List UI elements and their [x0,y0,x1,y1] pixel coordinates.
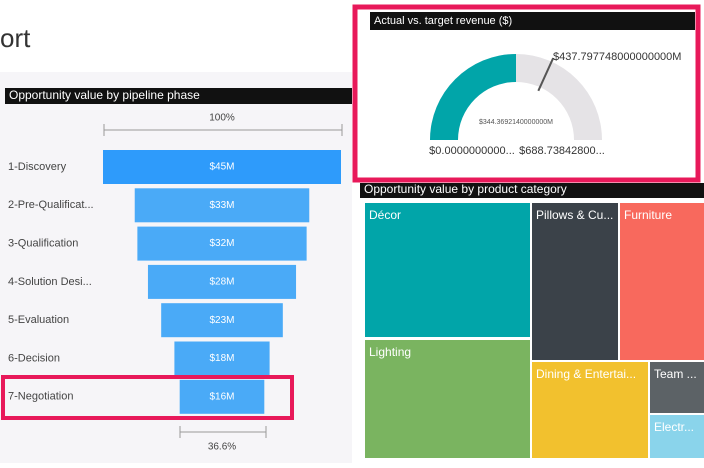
tile-label: Décor [369,208,401,222]
funnel-bar [161,303,283,338]
gauge: $344.3692140000000M $437.797748000000000M… [429,51,681,157]
gauge-panel [352,4,701,183]
gauge-target [537,57,555,92]
gauge-target-label: $437.797748000000000M [553,51,681,63]
gauge-title: Actual vs. target revenue ($) [374,15,512,27]
tile-label: Electr... [654,420,694,434]
stage-name: 7-Negotiation [8,391,73,403]
funnel-bar [147,264,297,299]
stage-value: $45M [209,162,234,173]
funnel: 1-Discovery $45M 2-Pre-Qualificat... $33M 3-… [8,150,341,414]
tile-label: Pillows & Cu... [536,208,613,222]
funnel-bar [179,379,265,414]
funnel-bar [137,226,307,261]
stage-name: 6-Decision [8,352,60,364]
stage-value: $18M [209,353,234,364]
bottom-label: 36.6% [208,442,236,453]
treemap-tile [365,340,530,458]
funnel-title-bar [5,88,352,104]
treemap-tile [620,203,704,360]
treemap-tile [532,362,648,458]
funnel-title: Opportunity value by pipeline phase [9,88,200,102]
gauge-value: $344.3692140000000M [479,119,553,126]
treemap-tile [532,203,618,360]
stage-value: $16M [209,391,234,402]
report-title: ort [0,23,31,53]
treemap-title: Opportunity value by product category [364,182,567,196]
stage-name: 3-Qualification [8,238,78,250]
gauge-title-bar [370,12,695,30]
tile-label: Team ... [654,367,697,381]
stage-value: $28M [209,277,234,288]
stage-name: 2-Pre-Qualificat... [8,199,94,211]
tile-label: Dining & Entertai... [536,367,636,381]
tile-label: Lighting [369,345,411,359]
gauge-min: $0.0000000000... [429,145,515,157]
bottom-bracket [179,426,267,438]
stage-name: 1-Discovery [8,161,67,173]
stage-name: 4-Solution Desi... [8,276,92,288]
treemap-title-bar [360,183,704,198]
treemap-tile [365,203,530,337]
highlight [1,375,294,420]
treemap-tile [650,415,704,458]
stage-value: $32M [209,238,234,249]
top-label: 100% [209,113,235,124]
funnel-bar [103,150,341,184]
tile-label: Furniture [624,208,672,222]
funnel-bar [134,188,310,223]
top-bracket [103,124,343,136]
treemap-tile [650,362,704,413]
stage-value: $23M [209,315,234,326]
funnel-bar [174,341,270,376]
gauge-fill [430,54,516,140]
stage-name: 5-Evaluation [8,314,69,326]
treemap: Décor Pillows & Cu... Furniture Lighting Din… [365,203,704,458]
stage-value: $33M [209,200,234,211]
gauge-max: $688.73842800... [519,145,605,157]
